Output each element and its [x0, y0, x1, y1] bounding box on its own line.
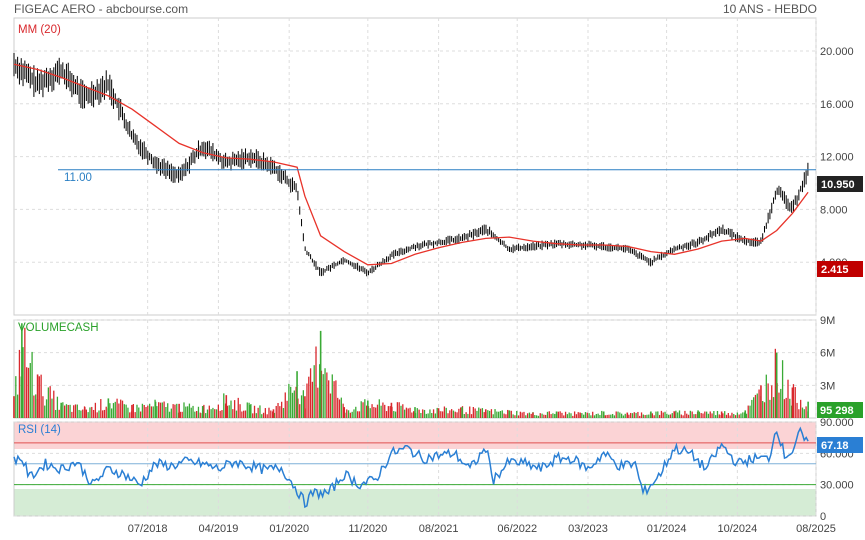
last-price-value: 10.950 [821, 179, 855, 191]
price-panel [13, 17, 817, 316]
rsi-badge: 67.18 [817, 437, 863, 453]
rsi-legend: RSI (14) [18, 424, 61, 436]
x-tick-label: 11/2020 [348, 523, 387, 535]
rsi-line [13, 426, 809, 509]
rsi-overbought-band [14, 422, 816, 449]
volume-panel [13, 319, 817, 419]
rsi-oversold-band [14, 489, 816, 516]
y-tick-label: 16.000 [820, 99, 854, 111]
y-tick-label: 20.000 [820, 46, 854, 58]
period-label: 10 ANS - HEBDO [722, 2, 817, 16]
rsi-last-value: 67.18 [821, 440, 849, 452]
y-tick-label: 30.000 [820, 480, 854, 492]
x-tick-label: 06/2022 [497, 523, 537, 535]
y-tick-label: 8.000 [820, 204, 848, 216]
price-panel-frame [13, 17, 817, 316]
low-price-value: 2.415 [821, 264, 849, 276]
x-tick-label: 07/2018 [128, 523, 168, 535]
low-price-badge: 2.415 [817, 261, 863, 277]
rsi-panel-frame [13, 421, 817, 517]
y-tick-label: 9M [820, 315, 835, 327]
x-tick-label: 08/2021 [419, 523, 459, 535]
x-tick-label: 04/2019 [199, 523, 239, 535]
volume-panel-frame [13, 319, 817, 419]
ma20-line [13, 63, 809, 266]
last-price-badge: 10.950 [817, 176, 863, 192]
y-tick-label: 12.000 [820, 152, 854, 164]
axes: 07/2018 04/2019 01/2020 11/2020 08/2021 06/20… [128, 46, 854, 535]
chart-series [13, 53, 816, 509]
x-tick-label: 01/2024 [647, 523, 687, 535]
price-legend-ma: MM (20) [18, 24, 61, 36]
rsi-panel [13, 421, 817, 517]
x-tick-label: 01/2020 [269, 523, 309, 535]
chart-title: FIGEAC AERO - abcbourse.com [14, 2, 189, 16]
volume-last-value: 95 298 [820, 405, 854, 417]
y-tick-label: 0 [820, 511, 826, 523]
x-tick-label: 03/2023 [568, 523, 608, 535]
volume-badge: 95 298 [817, 402, 863, 418]
x-tick-label: 08/2025 [796, 523, 836, 535]
x-tick-label: 10/2024 [717, 523, 757, 535]
y-tick-label: 6M [820, 348, 835, 360]
y-tick-label: 90.000 [820, 417, 854, 429]
y-tick-label: 3M [820, 380, 835, 392]
volume-legend: VOLUMECASH [18, 322, 99, 334]
price-threshold-label: 11.00 [64, 172, 92, 184]
